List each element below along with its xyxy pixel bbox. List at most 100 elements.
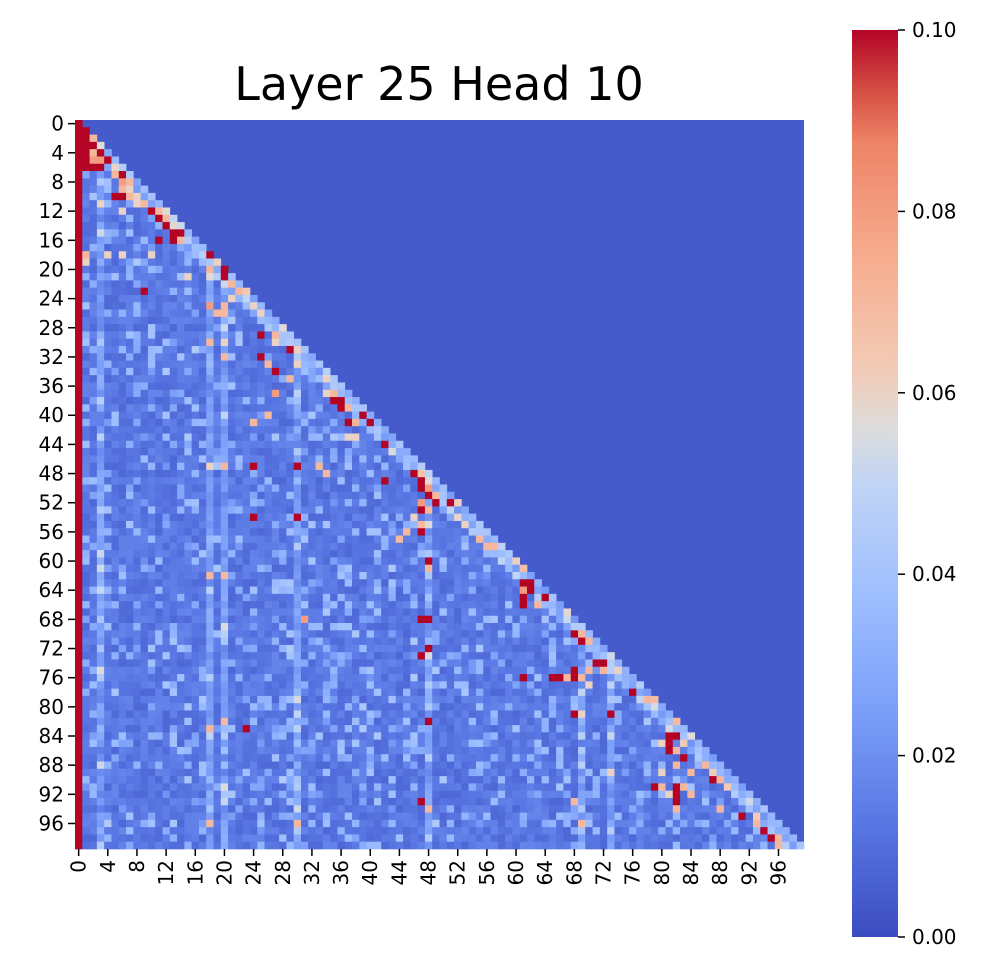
heatmap-cell bbox=[359, 834, 367, 843]
heatmap-cell bbox=[75, 797, 83, 806]
heatmap-cell bbox=[322, 761, 331, 770]
heatmap-cell bbox=[286, 345, 295, 354]
heatmap-cell bbox=[162, 287, 171, 296]
heatmap-cell bbox=[497, 717, 506, 726]
heatmap-cell bbox=[279, 608, 287, 617]
heatmap-cell bbox=[497, 783, 506, 792]
heatmap-cell bbox=[235, 440, 244, 449]
heatmap-cell bbox=[118, 287, 127, 296]
heatmap-cell bbox=[556, 805, 564, 813]
heatmap-cell bbox=[432, 688, 440, 697]
heatmap-cell bbox=[162, 768, 171, 777]
heatmap-cell bbox=[169, 469, 178, 478]
heatmap-cell bbox=[293, 797, 302, 806]
heatmap-cell bbox=[235, 739, 244, 748]
heatmap-cell bbox=[126, 273, 134, 281]
heatmap-cell bbox=[614, 674, 623, 682]
heatmap-cell bbox=[475, 827, 484, 835]
heatmap-cell bbox=[118, 797, 127, 806]
heatmap-cell bbox=[490, 674, 499, 682]
heatmap-cell bbox=[177, 805, 185, 813]
heatmap-cell bbox=[118, 542, 127, 551]
heatmap-cell bbox=[403, 557, 411, 566]
heatmap-cell bbox=[468, 717, 477, 726]
heatmap-cell bbox=[395, 797, 404, 806]
heatmap-cell bbox=[308, 571, 316, 580]
heatmap-cell bbox=[242, 688, 251, 697]
heatmap-cell bbox=[483, 834, 491, 843]
heatmap-cell bbox=[140, 375, 149, 383]
heatmap-cell bbox=[366, 834, 375, 843]
heatmap-cell bbox=[293, 550, 302, 558]
heatmap-cell bbox=[454, 586, 462, 595]
heatmap-cell bbox=[432, 520, 440, 529]
heatmap-cell bbox=[220, 469, 229, 478]
heatmap-cell bbox=[104, 790, 112, 799]
heatmap-cell bbox=[82, 149, 90, 157]
heatmap-cell bbox=[257, 426, 265, 434]
heatmap-cell bbox=[497, 557, 506, 566]
heatmap-cell bbox=[126, 695, 134, 704]
heatmap-cell bbox=[424, 506, 433, 515]
heatmap-cell bbox=[322, 506, 331, 515]
heatmap-cell bbox=[104, 601, 112, 609]
heatmap-cell bbox=[366, 688, 375, 697]
heatmap-cell bbox=[497, 564, 506, 573]
heatmap-cell bbox=[75, 688, 83, 697]
heatmap-cell bbox=[337, 433, 346, 442]
heatmap-cell bbox=[337, 601, 346, 609]
heatmap-cell bbox=[177, 382, 185, 391]
heatmap-cell bbox=[395, 703, 404, 711]
heatmap-cell bbox=[475, 630, 484, 638]
heatmap-cell bbox=[111, 302, 120, 310]
heatmap-cell bbox=[585, 710, 593, 719]
heatmap-cell bbox=[505, 768, 513, 777]
heatmap-cell bbox=[133, 499, 141, 507]
heatmap-cell bbox=[497, 695, 506, 704]
heatmap-cell bbox=[526, 601, 535, 609]
heatmap-cell bbox=[352, 834, 360, 843]
heatmap-cell bbox=[315, 586, 324, 595]
heatmap-cell bbox=[461, 528, 470, 536]
heatmap-cell bbox=[585, 834, 593, 843]
heatmap-cell bbox=[490, 761, 499, 770]
heatmap-cell bbox=[155, 528, 163, 536]
heatmap-cell bbox=[111, 797, 120, 806]
heatmap-cell bbox=[140, 440, 149, 449]
heatmap-cell bbox=[198, 353, 207, 361]
heatmap-cell bbox=[454, 520, 462, 529]
heatmap-cell bbox=[709, 761, 717, 770]
heatmap-cell bbox=[89, 644, 98, 653]
heatmap-cell bbox=[563, 717, 572, 726]
heatmap-cell bbox=[315, 601, 324, 609]
heatmap-cell bbox=[96, 805, 105, 813]
heatmap-cell bbox=[388, 659, 397, 668]
heatmap-cell bbox=[461, 557, 470, 566]
heatmap-cell bbox=[118, 681, 127, 689]
heatmap-cell bbox=[169, 499, 178, 507]
heatmap-cell bbox=[184, 681, 192, 689]
heatmap-cell bbox=[111, 163, 120, 172]
heatmap-cell bbox=[82, 207, 90, 216]
heatmap-cell bbox=[206, 535, 214, 544]
heatmap-cell bbox=[249, 426, 258, 434]
heatmap-cell bbox=[191, 251, 200, 259]
heatmap-cell bbox=[147, 499, 156, 507]
heatmap-cell bbox=[191, 623, 200, 631]
heatmap-cell bbox=[235, 630, 244, 638]
heatmap-cell bbox=[111, 280, 120, 289]
heatmap-cell bbox=[490, 644, 499, 653]
heatmap-cell bbox=[497, 630, 506, 638]
heatmap-cell bbox=[665, 739, 674, 748]
heatmap-cell bbox=[169, 426, 178, 434]
heatmap-cell bbox=[446, 717, 455, 726]
heatmap-cell bbox=[279, 382, 287, 391]
heatmap-cell bbox=[228, 579, 236, 587]
heatmap-cell bbox=[133, 455, 141, 463]
heatmap-cell bbox=[578, 834, 586, 843]
heatmap-cell bbox=[556, 783, 564, 792]
heatmap-cell bbox=[198, 564, 207, 573]
heatmap-cell bbox=[643, 695, 652, 704]
heatmap-cell bbox=[89, 331, 98, 340]
heatmap-cell bbox=[366, 652, 375, 660]
